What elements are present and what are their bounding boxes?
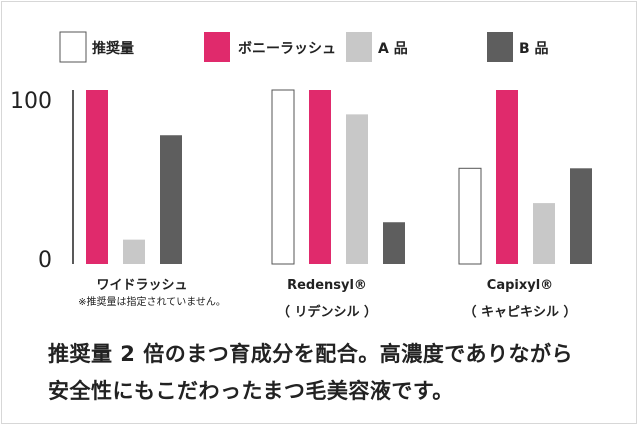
y-tick-label: 100	[10, 89, 52, 114]
bar-chart: 推奨量 ボニーラッシュ A 品 B 品 0 100 ワイドラッシュ ※推奨量は指定されてい…	[10, 31, 592, 320]
category-sublabel: （ キャピキシル ）	[463, 304, 576, 320]
bar	[383, 222, 405, 264]
bar	[533, 203, 555, 264]
y-tick-label: 0	[38, 248, 52, 273]
bar	[346, 114, 368, 264]
legend-label: ボニーラッシュ	[238, 41, 336, 57]
legend-label: B 品	[519, 41, 549, 57]
legend-swatch	[204, 32, 230, 62]
category-label: Capixyl®	[487, 278, 553, 293]
category-label: Redensyl®	[287, 278, 367, 293]
category-label: ワイドラッシュ	[96, 278, 187, 293]
legend-swatch	[59, 31, 87, 63]
bar	[271, 89, 295, 265]
bar	[160, 135, 182, 264]
bar	[86, 90, 108, 264]
legend-swatch	[487, 32, 513, 62]
bar	[458, 167, 482, 265]
legend-swatch	[346, 32, 372, 62]
legend-label: A 品	[378, 41, 408, 57]
category-labels: ワイドラッシュ ※推奨量は指定されていません。 Redensyl® （ リデンシル ）…	[78, 278, 576, 320]
category-sublabel: （ リデンシル ）	[277, 304, 377, 320]
bar	[309, 90, 331, 264]
legend-label: 推奨量	[92, 40, 134, 57]
category-note: ※推奨量は指定されていません。	[78, 295, 226, 308]
bar	[496, 90, 518, 264]
caption-line-1: 推奨量 2 倍のまつ育成分を配合。高濃度でありながら	[48, 342, 574, 366]
bar	[123, 239, 145, 264]
caption-line-2: 安全性にもこだわったまつ毛美容液です。	[48, 379, 454, 403]
bars	[86, 89, 592, 265]
legend: 推奨量 ボニーラッシュ A 品 B 品	[59, 31, 549, 63]
y-ticks: 0 100	[10, 89, 52, 273]
bar	[570, 168, 592, 264]
